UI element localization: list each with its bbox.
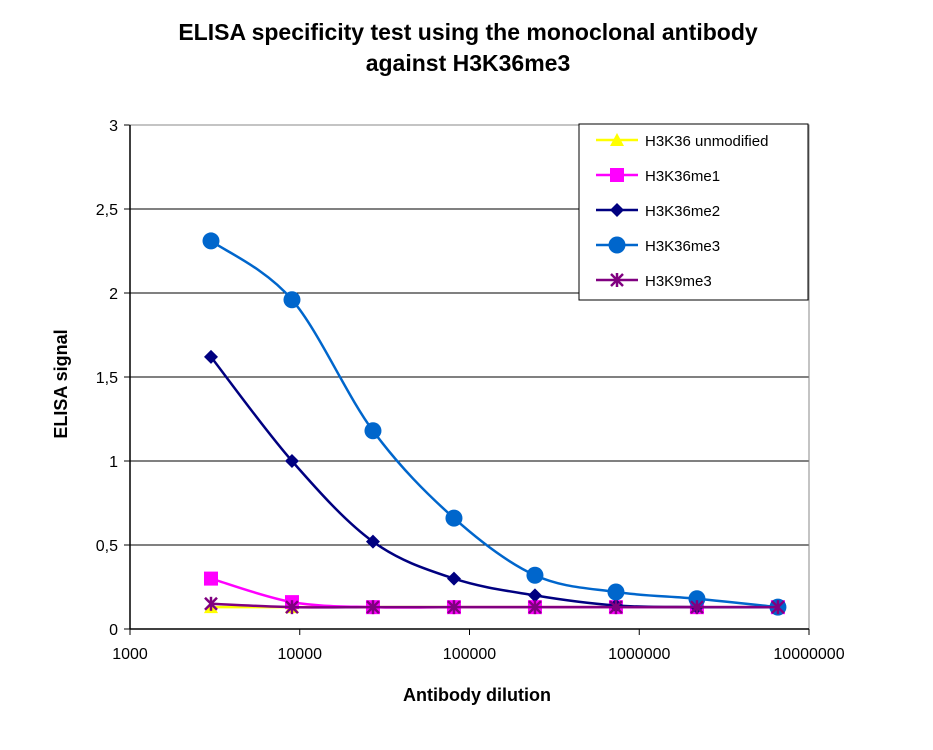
data-point xyxy=(285,600,299,615)
data-point xyxy=(609,600,623,615)
chart-title-line-1: ELISA specificity test using the monoclo… xyxy=(178,19,758,45)
y-tick-label: 2,5 xyxy=(96,202,118,219)
series-h3k9me3 xyxy=(204,596,785,615)
data-point xyxy=(203,349,218,364)
x-tick-label: 10000 xyxy=(278,646,323,663)
legend-marker xyxy=(610,273,624,287)
data-point xyxy=(447,600,461,615)
y-tick-label: 0,5 xyxy=(96,538,118,555)
legend-marker xyxy=(610,203,624,217)
y-tick-label: 1,5 xyxy=(96,370,118,387)
chart-title-line-2: against H3K36me3 xyxy=(366,50,571,76)
data-point xyxy=(446,571,461,586)
data-point xyxy=(607,583,625,601)
series-h3k36me2 xyxy=(203,349,785,615)
y-tick-label: 1 xyxy=(109,454,118,471)
data-point xyxy=(527,588,542,603)
x-axis-label: Antibody dilution xyxy=(403,685,551,705)
data-point xyxy=(283,291,301,309)
data-point xyxy=(284,454,299,468)
legend-label: H3K36me3 xyxy=(645,238,720,255)
data-point xyxy=(528,600,542,615)
data-point xyxy=(364,422,382,440)
data-point xyxy=(204,596,218,611)
x-tick-label: 1000 xyxy=(112,646,148,663)
legend-label: H3K36me1 xyxy=(645,168,720,185)
legend-marker xyxy=(610,133,624,146)
data-point xyxy=(690,600,704,615)
legend-label: H3K36 unmodified xyxy=(645,133,768,150)
x-tick-label: 1000000 xyxy=(608,646,670,663)
data-point xyxy=(771,600,785,615)
data-point xyxy=(365,534,380,549)
y-axis-label: ELISA signal xyxy=(51,329,71,438)
data-point xyxy=(203,571,218,586)
series-line xyxy=(210,356,778,609)
data-point xyxy=(526,566,544,584)
x-tick-label: 10000000 xyxy=(773,646,844,663)
y-tick-label: 3 xyxy=(109,118,118,135)
legend-label: H3K9me3 xyxy=(645,273,712,290)
data-point xyxy=(202,232,220,250)
x-tick-label: 100000 xyxy=(443,646,496,663)
legend-marker xyxy=(610,168,624,182)
y-tick-label: 0 xyxy=(109,622,118,639)
data-point xyxy=(445,509,463,527)
legend-marker xyxy=(608,236,626,254)
y-tick-label: 2 xyxy=(109,286,118,303)
data-point xyxy=(366,600,380,615)
legend-label: H3K36me2 xyxy=(645,203,720,220)
